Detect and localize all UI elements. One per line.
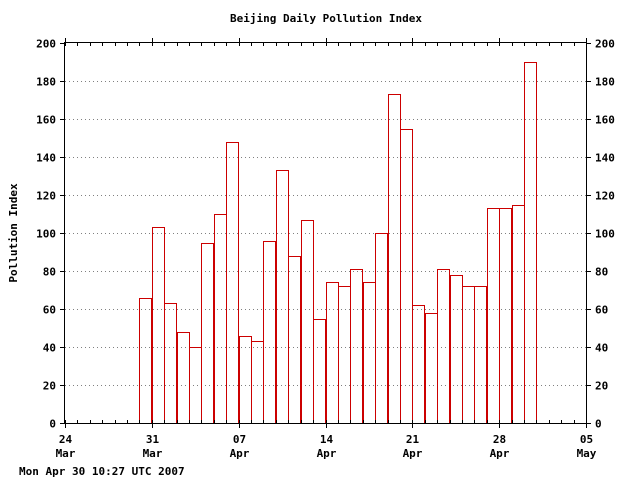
x-tick-label-month: Apr (230, 447, 250, 460)
x-tick-label-day: 21 (406, 433, 420, 446)
bar (177, 332, 190, 424)
bar (152, 227, 165, 424)
x-tick-label-month: Apr (403, 447, 423, 460)
bar (425, 313, 438, 424)
y-tick-label-left: 200 (36, 38, 56, 51)
y-tick-label-left: 20 (43, 380, 56, 393)
bar (326, 282, 339, 424)
y-tick-label-left: 80 (43, 266, 56, 279)
x-tick-label-month: Mar (143, 447, 163, 460)
y-tick-label-left: 120 (36, 190, 56, 203)
tick-labels: 0 0 20 20 40 40 60 60 80 80 100 100 120 120 140 140 160 1… (36, 38, 615, 461)
x-tick-label-day: 05 (580, 433, 593, 446)
bar (301, 220, 314, 424)
bar (474, 286, 487, 424)
bar (400, 129, 413, 424)
bar (164, 303, 177, 424)
x-tick-label-day: 07 (233, 433, 246, 446)
bar (139, 298, 152, 424)
x-tick-label-day: 24 (59, 433, 73, 446)
bar (512, 205, 525, 424)
y-tick-label-left: 0 (49, 418, 56, 431)
x-tick-label-month: May (577, 447, 597, 460)
y-tick-label-right: 180 (595, 76, 615, 89)
y-tick-label-left: 180 (36, 76, 56, 89)
y-tick-label-right: 200 (595, 38, 615, 51)
y-axis-title: Pollution Index (7, 183, 20, 283)
x-tick-label-day: 14 (320, 433, 334, 446)
bars (139, 62, 537, 424)
bar (288, 256, 301, 424)
chart-title: Beijing Daily Pollution Index (230, 12, 422, 25)
footer-timestamp: Mon Apr 30 10:27 UTC 2007 (19, 465, 185, 478)
bar (412, 305, 425, 424)
bar (338, 286, 351, 424)
y-tick-label-left: 100 (36, 228, 56, 241)
bar (251, 341, 264, 424)
x-tick-label-day: 28 (493, 433, 506, 446)
x-tick-label-day: 31 (146, 433, 160, 446)
y-tick-label-right: 40 (595, 342, 608, 355)
y-tick-label-left: 40 (43, 342, 56, 355)
bar (201, 243, 214, 424)
bar (450, 275, 463, 424)
bar (524, 62, 537, 424)
y-tick-label-right: 0 (595, 418, 602, 431)
y-tick-label-right: 60 (595, 304, 608, 317)
bar (263, 241, 276, 424)
x-tick-label-month: Apr (490, 447, 510, 460)
bar (226, 142, 239, 424)
y-tick-label-right: 80 (595, 266, 608, 279)
bar (313, 319, 326, 424)
bar (499, 208, 512, 424)
bar (375, 233, 388, 424)
bar (189, 347, 202, 424)
bar (388, 94, 401, 424)
y-tick-label-right: 140 (595, 152, 615, 165)
bar (350, 269, 363, 424)
x-tick-label-month: Mar (56, 447, 76, 460)
y-tick-label-left: 140 (36, 152, 56, 165)
bar (487, 208, 500, 424)
y-tick-label-left: 160 (36, 114, 56, 127)
y-tick-label-right: 20 (595, 380, 608, 393)
bar (276, 170, 289, 424)
bar (363, 282, 376, 424)
bar (437, 269, 450, 424)
bar (239, 336, 252, 424)
bar (214, 214, 227, 424)
x-tick-label-month: Apr (317, 447, 337, 460)
y-tick-label-right: 160 (595, 114, 615, 127)
bar (462, 286, 475, 424)
y-tick-label-left: 60 (43, 304, 56, 317)
y-tick-label-right: 120 (595, 190, 615, 203)
axis-ticks (60, 38, 591, 428)
y-tick-label-right: 100 (595, 228, 615, 241)
